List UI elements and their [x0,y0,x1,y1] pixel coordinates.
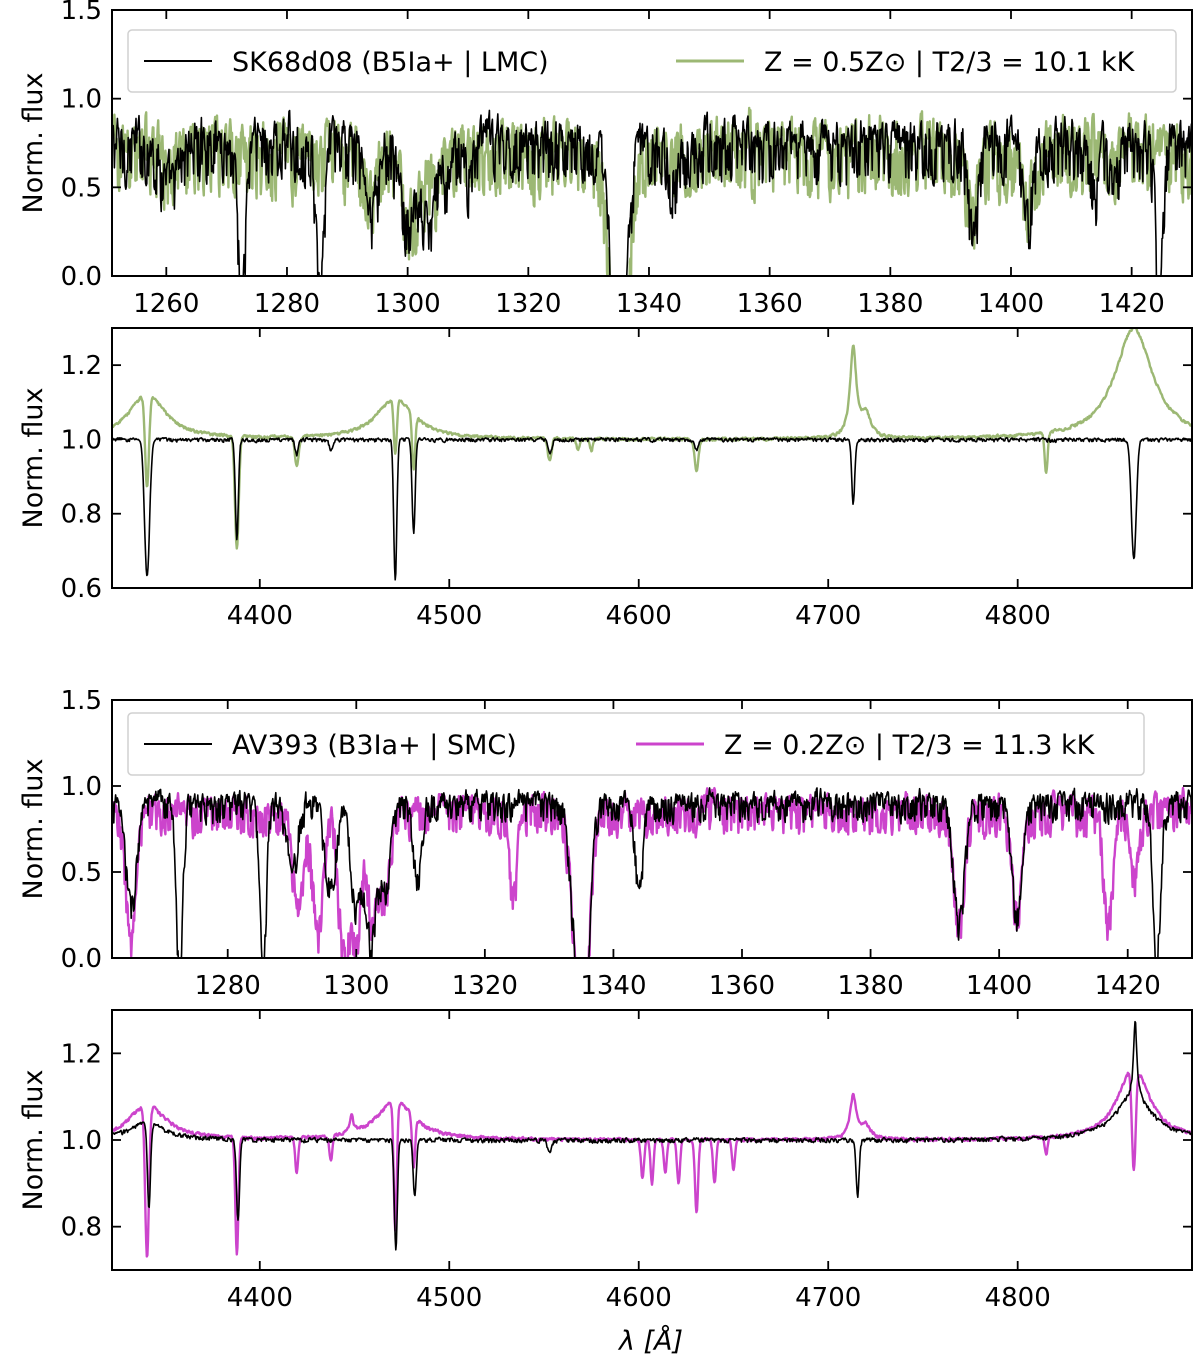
legend-label-model: Z = 0.5Z⊙ | T2/3 = 10.1 kK [764,47,1136,78]
x-tick-label: 1420 [1095,971,1161,1001]
ylabel-smc-optical: Norm. flux [18,1070,49,1211]
legend-frame [127,29,1177,93]
panel-smc-uv: Norm. flux 1280 1300 1320 1340 1360 1380 1400 1… [18,686,1193,1001]
series-line-observed [112,1020,1192,1251]
axes-frame [111,327,1193,589]
ylabel-lmc-uv: Norm. flux [18,73,49,214]
x-tick-label: 4700 [795,601,861,631]
y-tick-label: 0.6 [61,574,102,604]
y-tick-label: 0.0 [61,944,102,974]
y-tick-label: 1.0 [61,425,102,455]
y-tick-label: 0.8 [61,500,102,530]
x-tick-label: 1420 [1099,289,1165,319]
x-tick-label: 4400 [227,601,293,631]
y-tick-label: 1.2 [61,1039,102,1069]
x-tick-label: 1300 [323,971,389,1001]
x-tick-label: 4600 [606,601,672,631]
legend-lmc-uv: SK68d08 (B5Ia+ | LMC) Z = 0.5Z⊙ | T2/3 =… [127,29,1177,93]
y-tick-label: 1.5 [61,686,102,716]
x-tick-label: 1360 [709,971,775,1001]
plot-area [112,328,1192,581]
x-tick-label: 1300 [375,289,441,319]
x-tick-label: 1400 [978,289,1044,319]
series-line-observed [112,787,1192,958]
y-tick-label: 1.0 [61,772,102,802]
x-tick-label: 1400 [966,971,1032,1001]
x-tick-label: 1320 [452,971,518,1001]
panel-lmc-optical: Norm. flux 4400 4500 4600 4700 4800 0.6 0.8 1.0… [18,327,1193,631]
series-line-model [112,328,1192,550]
x-tick-label: 4700 [795,1283,861,1313]
plot-area [112,106,1192,276]
series-line-observed [112,436,1192,581]
ylabel-lmc-optical: Norm. flux [18,388,49,529]
x-tick-label: 1320 [495,289,561,319]
x-tick-label: 4500 [416,601,482,631]
legend-smc-uv: AV393 (B3Ia+ | SMC) Z = 0.2Z⊙ | T2/3 = 1… [127,712,1145,776]
y-tick-label: 1.2 [61,351,102,381]
x-tick-label: 1340 [580,971,646,1001]
y-tick-label: 1.0 [61,1126,102,1156]
plot-area [112,1020,1192,1258]
legend-label-model: Z = 0.2Z⊙ | T2/3 = 11.3 kK [724,730,1096,761]
x-tick-label: 1360 [737,289,803,319]
axes-frame [111,9,1193,277]
legend-label-observed: SK68d08 (B5Ia+ | LMC) [232,47,549,78]
x-tick-label: 1380 [857,289,923,319]
panel-smc-optical: Norm. flux 4400 4500 4600 4700 4800 0.8 1.0 1.2 [18,1009,1193,1313]
x-tick-label: 4800 [985,1283,1051,1313]
panel-lmc-uv: Norm. flux 1260 1280 1300 1320 1340 1360 1380 1… [18,0,1193,319]
x-tick-label: 1280 [254,289,320,319]
series-line-observed [112,109,1192,276]
x-tick-label: 1280 [195,971,261,1001]
series-line-model [112,106,1192,276]
series-line-model [112,1071,1192,1258]
x-tick-label: 4400 [227,1283,293,1313]
y-tick-label: 0.0 [61,262,102,292]
x-tick-label: 4500 [416,1283,482,1313]
y-tick-label: 1.5 [61,0,102,26]
x-tick-label: 1260 [133,289,199,319]
x-tick-label: 4800 [985,601,1051,631]
x-tick-label: 1380 [837,971,903,1001]
axes-frame [111,699,1193,959]
y-tick-label: 0.5 [61,173,102,203]
plot-area [112,786,1192,958]
x-axis-label: λ [Å] [617,1325,683,1357]
x-tick-label: 1340 [616,289,682,319]
y-tick-label: 1.0 [61,85,102,115]
ylabel-smc-uv: Norm. flux [18,759,49,900]
x-tick-label: 4600 [606,1283,672,1313]
y-tick-label: 0.8 [61,1213,102,1243]
legend-label-observed: AV393 (B3Ia+ | SMC) [232,730,517,761]
y-tick-label: 0.5 [61,858,102,888]
series-line-model [112,786,1192,958]
